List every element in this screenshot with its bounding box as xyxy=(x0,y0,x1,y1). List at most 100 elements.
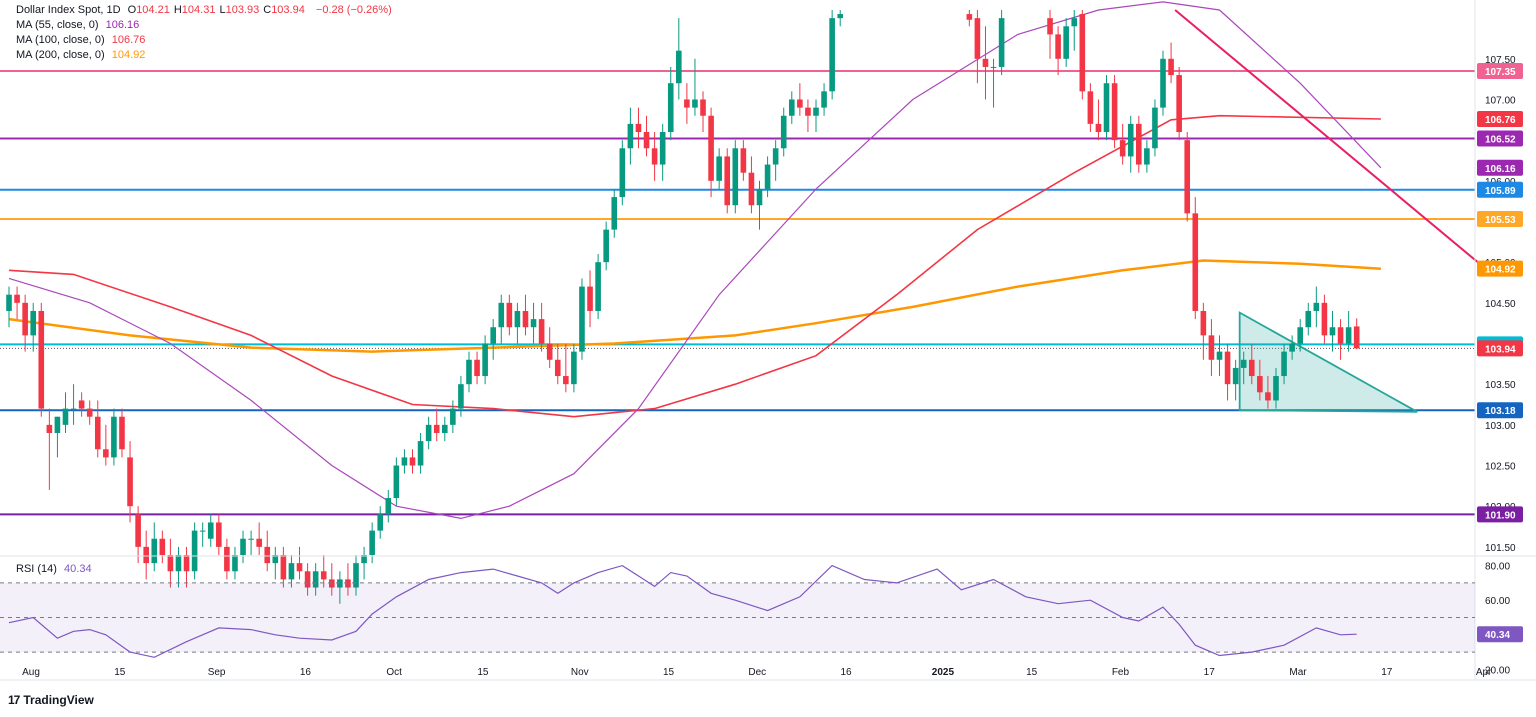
candle-body xyxy=(232,555,238,572)
candle-body xyxy=(1216,351,1223,360)
candle-body xyxy=(764,164,771,189)
candle-body xyxy=(385,498,392,515)
candle xyxy=(1047,10,1053,59)
tradingview-logo-icon: 17 xyxy=(8,693,20,707)
candle-body xyxy=(635,123,642,133)
candle xyxy=(409,449,416,474)
candle-body xyxy=(651,148,658,165)
candle xyxy=(433,408,440,442)
candle xyxy=(86,400,93,425)
candle xyxy=(240,530,246,564)
rsi-line xyxy=(8,564,1357,658)
tradingview-logo[interactable]: 17 TradingView xyxy=(8,693,94,707)
candle xyxy=(724,148,731,214)
candle-body xyxy=(772,148,779,165)
downtrend-line xyxy=(1174,9,1479,263)
candle-body xyxy=(506,302,513,328)
candle xyxy=(417,432,424,474)
price-tag-label: 103.18 xyxy=(1485,406,1516,417)
candle-body xyxy=(571,351,577,385)
candle-body xyxy=(1208,335,1215,360)
candle xyxy=(563,343,569,393)
candle-body xyxy=(716,156,722,181)
candle-body xyxy=(700,99,706,116)
candle-body xyxy=(797,99,803,108)
time-tick-label: Dec xyxy=(748,667,766,678)
candle xyxy=(700,91,706,133)
candle-body xyxy=(1095,123,1102,133)
candle-body xyxy=(1103,83,1110,133)
candle xyxy=(692,58,698,116)
candle xyxy=(199,522,206,547)
candles xyxy=(6,10,1360,604)
candle-body xyxy=(1257,376,1263,393)
candle-body xyxy=(659,132,666,165)
candle-body xyxy=(280,555,287,580)
candle-body xyxy=(417,441,424,466)
candle-body xyxy=(183,555,190,572)
candle-body xyxy=(1127,123,1134,157)
candle xyxy=(127,441,133,523)
candle xyxy=(143,530,149,580)
time-tick-label: 15 xyxy=(477,667,489,678)
time-tick-label: Nov xyxy=(571,667,589,678)
candle-body xyxy=(1273,376,1279,401)
candle xyxy=(94,400,101,458)
candle xyxy=(635,107,642,149)
candle-body xyxy=(1079,14,1086,92)
time-tick-label: Sep xyxy=(208,667,226,678)
candle xyxy=(732,140,739,214)
candle-body xyxy=(998,18,1005,67)
candle xyxy=(482,335,488,385)
candle-body xyxy=(1176,75,1182,133)
candle xyxy=(756,180,763,230)
candle-body xyxy=(748,172,755,206)
candle xyxy=(1265,376,1271,409)
ma200-value: 104.92 xyxy=(111,49,146,61)
time-axis[interactable]: Aug 15 Sep 16 Oct 15 Nov 15 Dec 16 2025 15 Feb 17 Mar 1… xyxy=(0,667,1536,681)
candle xyxy=(1144,140,1150,173)
rsi-pane: 80.00 60.00 20.00 40.34 xyxy=(0,555,1536,676)
ohlc-value: 104.21 xyxy=(136,4,170,16)
candle xyxy=(966,10,973,27)
time-tick-label: 2025 xyxy=(932,667,955,678)
price-tag-label: 105.53 xyxy=(1485,215,1516,226)
price-axis[interactable]: 107.50107.00106.00105.00104.50103.50103.… xyxy=(1474,0,1523,680)
candle-body xyxy=(191,530,198,572)
rsi-tick-label: 20.00 xyxy=(1485,665,1510,676)
candle xyxy=(1136,115,1142,173)
ohlc-values: O104.21 H104.31 L103.93 C103.94 xyxy=(128,4,309,16)
candle xyxy=(264,530,271,572)
candle-body xyxy=(393,465,400,499)
candle-body xyxy=(1063,26,1069,59)
time-tick-label: 16 xyxy=(841,667,853,678)
candle xyxy=(329,563,335,596)
candle xyxy=(1095,99,1102,141)
candle-body xyxy=(304,571,311,588)
candle xyxy=(595,254,601,320)
candle-body xyxy=(30,310,37,336)
candle-body xyxy=(514,310,521,328)
candle-body xyxy=(546,343,553,360)
time-tick-label: 17 xyxy=(1204,667,1216,678)
candle xyxy=(619,140,626,206)
candle xyxy=(643,115,650,157)
candle-body xyxy=(312,571,319,588)
candle-body xyxy=(732,148,739,206)
time-tick-label: Mar xyxy=(1289,667,1307,678)
candle-body xyxy=(458,384,464,409)
candle-body xyxy=(554,359,561,377)
candle xyxy=(14,286,20,320)
candle-body xyxy=(1168,58,1174,76)
candle-body xyxy=(199,530,206,532)
candle xyxy=(458,376,464,417)
candle-body xyxy=(46,424,53,433)
candle-body xyxy=(38,310,45,409)
candle-body xyxy=(14,294,20,303)
time-tick-label: 17 xyxy=(1381,667,1393,678)
triangle-pattern xyxy=(1238,311,1418,413)
candle xyxy=(538,302,545,352)
candle xyxy=(627,107,634,165)
candle-body xyxy=(151,538,158,564)
candle xyxy=(393,457,400,507)
